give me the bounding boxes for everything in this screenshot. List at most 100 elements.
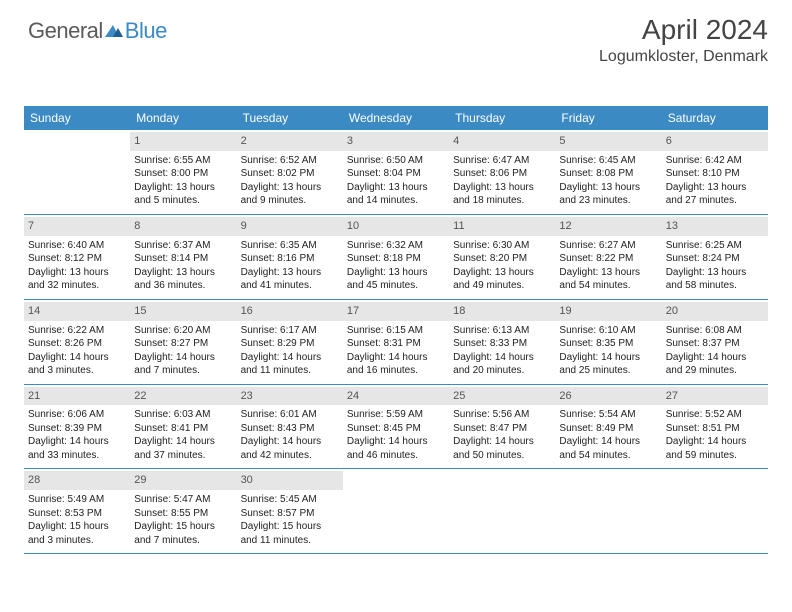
daylight-text: Daylight: 13 hours xyxy=(134,266,232,280)
daylight-text: Daylight: 13 hours xyxy=(453,266,551,280)
sun-time-text: Sunset: 8:18 PM xyxy=(347,252,445,266)
calendar-cell: 3Sunrise: 6:50 AMSunset: 8:04 PMDaylight… xyxy=(343,130,449,215)
day-number: 16 xyxy=(237,302,343,321)
sun-time-text: Sunset: 8:43 PM xyxy=(241,422,339,436)
calendar-weekday-header: Sunday Monday Tuesday Wednesday Thursday… xyxy=(24,106,768,130)
calendar-cell: 13Sunrise: 6:25 AMSunset: 8:24 PMDayligh… xyxy=(662,215,768,300)
calendar: Sunday Monday Tuesday Wednesday Thursday… xyxy=(24,106,768,554)
daylight-text: Daylight: 15 hours xyxy=(241,520,339,534)
day-number: 26 xyxy=(555,387,661,406)
sun-time-text: Sunrise: 6:40 AM xyxy=(28,239,126,253)
sun-time-text: Sunset: 8:45 PM xyxy=(347,422,445,436)
day-number: 14 xyxy=(24,302,130,321)
day-number: 6 xyxy=(662,132,768,151)
sun-time-text: Sunset: 8:31 PM xyxy=(347,337,445,351)
calendar-cell: 4Sunrise: 6:47 AMSunset: 8:06 PMDaylight… xyxy=(449,130,555,215)
sun-time-text: Sunset: 8:27 PM xyxy=(134,337,232,351)
weekday-label: Friday xyxy=(555,106,661,130)
daylight-text: Daylight: 14 hours xyxy=(453,435,551,449)
daylight-text: Daylight: 13 hours xyxy=(666,181,764,195)
calendar-cell: 2Sunrise: 6:52 AMSunset: 8:02 PMDaylight… xyxy=(237,130,343,215)
daylight-text: and 20 minutes. xyxy=(453,364,551,378)
sun-time-text: Sunset: 8:39 PM xyxy=(28,422,126,436)
daylight-text: Daylight: 13 hours xyxy=(559,266,657,280)
sun-time-text: Sunrise: 6:08 AM xyxy=(666,324,764,338)
calendar-cell: 23Sunrise: 6:01 AMSunset: 8:43 PMDayligh… xyxy=(237,385,343,470)
daylight-text: Daylight: 14 hours xyxy=(134,351,232,365)
calendar-cell: 11Sunrise: 6:30 AMSunset: 8:20 PMDayligh… xyxy=(449,215,555,300)
daylight-text: and 18 minutes. xyxy=(453,194,551,208)
daylight-text: and 9 minutes. xyxy=(241,194,339,208)
sun-time-text: Sunset: 8:04 PM xyxy=(347,167,445,181)
calendar-cell: 9Sunrise: 6:35 AMSunset: 8:16 PMDaylight… xyxy=(237,215,343,300)
calendar-cell: 29Sunrise: 5:47 AMSunset: 8:55 PMDayligh… xyxy=(130,469,236,554)
sun-time-text: Sunrise: 6:10 AM xyxy=(559,324,657,338)
day-number: 15 xyxy=(130,302,236,321)
sun-time-text: Sunset: 8:41 PM xyxy=(134,422,232,436)
daylight-text: Daylight: 14 hours xyxy=(347,435,445,449)
sun-time-text: Sunrise: 5:49 AM xyxy=(28,493,126,507)
daylight-text: and 5 minutes. xyxy=(134,194,232,208)
month-title: April 2024 xyxy=(599,14,768,46)
calendar-cell: 14Sunrise: 6:22 AMSunset: 8:26 PMDayligh… xyxy=(24,300,130,385)
day-number: 27 xyxy=(662,387,768,406)
calendar-cell xyxy=(449,469,555,554)
daylight-text: Daylight: 13 hours xyxy=(28,266,126,280)
calendar-cell: 26Sunrise: 5:54 AMSunset: 8:49 PMDayligh… xyxy=(555,385,661,470)
weekday-label: Thursday xyxy=(449,106,555,130)
day-number: 13 xyxy=(662,217,768,236)
location-label: Logumkloster, Denmark xyxy=(599,48,768,66)
daylight-text: Daylight: 14 hours xyxy=(666,435,764,449)
daylight-text: and 11 minutes. xyxy=(241,364,339,378)
sun-time-text: Sunrise: 6:06 AM xyxy=(28,408,126,422)
sun-time-text: Sunrise: 6:32 AM xyxy=(347,239,445,253)
daylight-text: Daylight: 14 hours xyxy=(241,435,339,449)
sun-time-text: Sunrise: 5:56 AM xyxy=(453,408,551,422)
daylight-text: Daylight: 13 hours xyxy=(347,181,445,195)
calendar-cell: 20Sunrise: 6:08 AMSunset: 8:37 PMDayligh… xyxy=(662,300,768,385)
calendar-cell: 19Sunrise: 6:10 AMSunset: 8:35 PMDayligh… xyxy=(555,300,661,385)
calendar-cell: 15Sunrise: 6:20 AMSunset: 8:27 PMDayligh… xyxy=(130,300,236,385)
day-number: 5 xyxy=(555,132,661,151)
sun-time-text: Sunset: 8:47 PM xyxy=(453,422,551,436)
daylight-text: Daylight: 13 hours xyxy=(453,181,551,195)
calendar-cell: 22Sunrise: 6:03 AMSunset: 8:41 PMDayligh… xyxy=(130,385,236,470)
daylight-text: Daylight: 13 hours xyxy=(241,181,339,195)
sun-time-text: Sunrise: 6:47 AM xyxy=(453,154,551,168)
sun-time-text: Sunset: 8:29 PM xyxy=(241,337,339,351)
sun-time-text: Sunset: 8:51 PM xyxy=(666,422,764,436)
daylight-text: and 46 minutes. xyxy=(347,449,445,463)
day-number: 30 xyxy=(237,471,343,490)
sun-time-text: Sunset: 8:57 PM xyxy=(241,507,339,521)
daylight-text: and 37 minutes. xyxy=(134,449,232,463)
daylight-text: Daylight: 15 hours xyxy=(134,520,232,534)
sun-time-text: Sunrise: 6:52 AM xyxy=(241,154,339,168)
calendar-cell: 21Sunrise: 6:06 AMSunset: 8:39 PMDayligh… xyxy=(24,385,130,470)
day-number: 10 xyxy=(343,217,449,236)
day-number: 29 xyxy=(130,471,236,490)
sun-time-text: Sunrise: 6:45 AM xyxy=(559,154,657,168)
sun-time-text: Sunrise: 5:47 AM xyxy=(134,493,232,507)
sun-time-text: Sunrise: 6:22 AM xyxy=(28,324,126,338)
sun-time-text: Sunset: 8:22 PM xyxy=(559,252,657,266)
day-number: 2 xyxy=(237,132,343,151)
sun-time-text: Sunrise: 6:42 AM xyxy=(666,154,764,168)
calendar-cell xyxy=(24,130,130,215)
daylight-text: and 50 minutes. xyxy=(453,449,551,463)
weekday-label: Saturday xyxy=(662,106,768,130)
logo-text-2: Blue xyxy=(125,18,167,44)
sun-time-text: Sunrise: 6:01 AM xyxy=(241,408,339,422)
calendar-cell xyxy=(555,469,661,554)
sun-time-text: Sunset: 8:49 PM xyxy=(559,422,657,436)
daylight-text: Daylight: 13 hours xyxy=(134,181,232,195)
logo-triangle-icon xyxy=(105,21,123,42)
page-header: April 2024 Logumkloster, Denmark xyxy=(599,14,768,66)
daylight-text: Daylight: 13 hours xyxy=(347,266,445,280)
daylight-text: Daylight: 14 hours xyxy=(347,351,445,365)
calendar-cell: 25Sunrise: 5:56 AMSunset: 8:47 PMDayligh… xyxy=(449,385,555,470)
sun-time-text: Sunrise: 5:54 AM xyxy=(559,408,657,422)
day-number: 19 xyxy=(555,302,661,321)
daylight-text: Daylight: 14 hours xyxy=(559,351,657,365)
daylight-text: and 42 minutes. xyxy=(241,449,339,463)
daylight-text: and 7 minutes. xyxy=(134,364,232,378)
